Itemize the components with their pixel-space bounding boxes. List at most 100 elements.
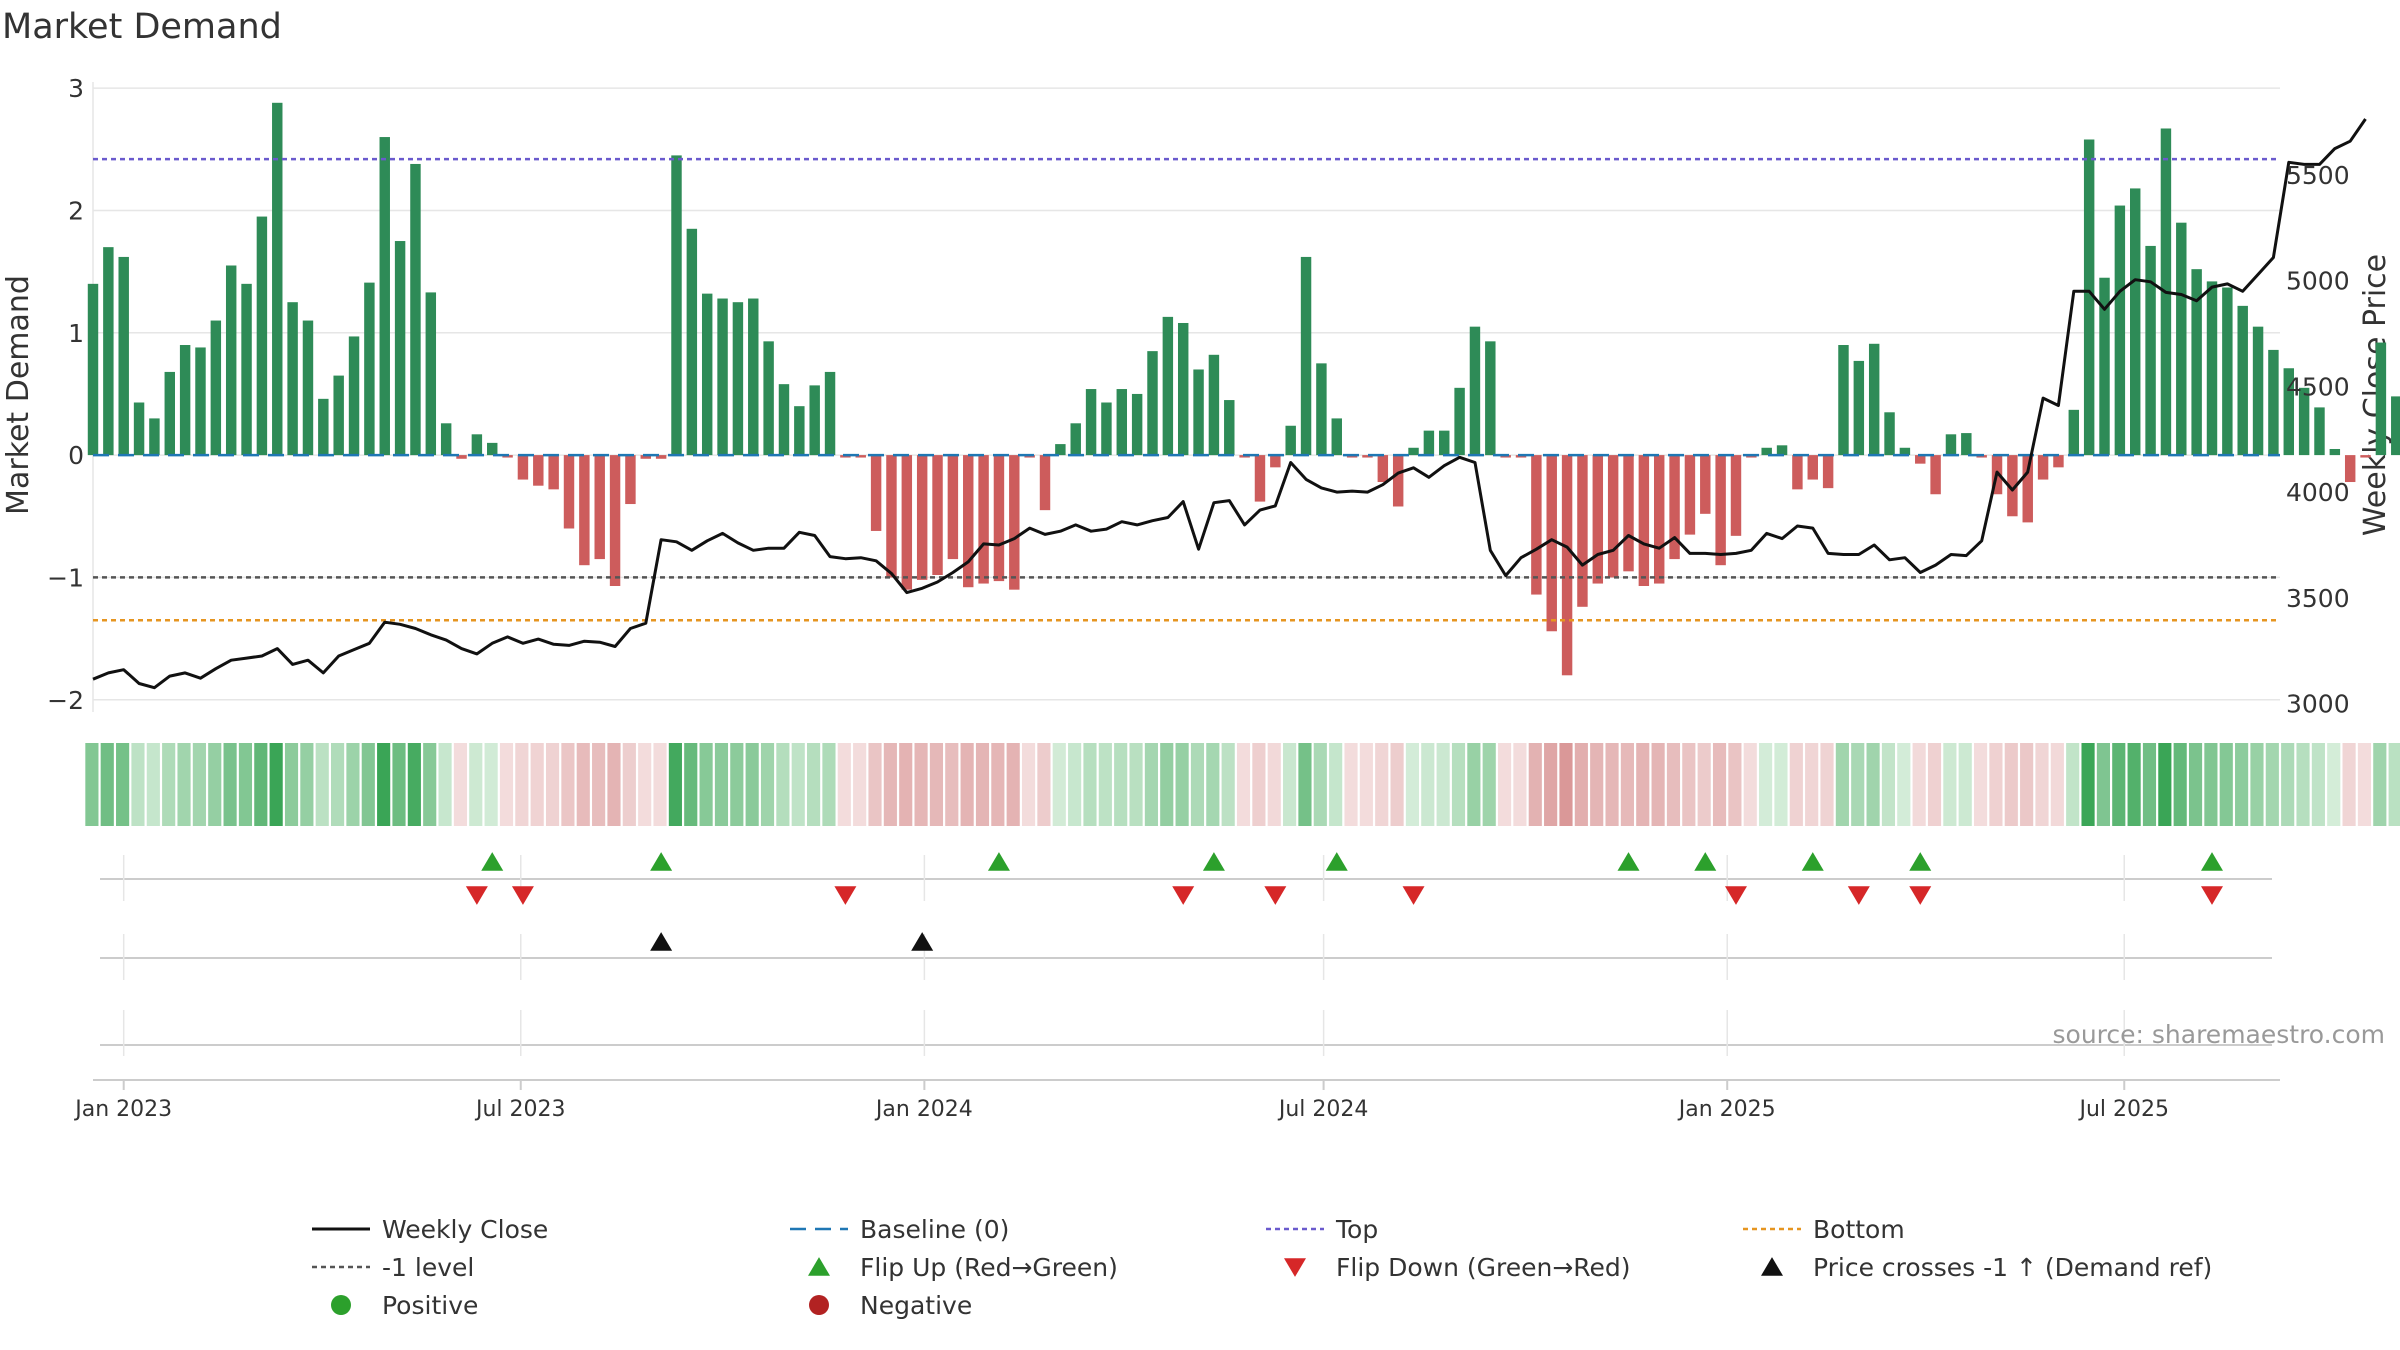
heat-cell — [346, 743, 360, 826]
demand-bar — [1776, 445, 1788, 456]
demand-bar — [1546, 455, 1557, 632]
demand-bar — [2391, 396, 2400, 456]
heat-cell — [1605, 743, 1619, 826]
heat-cell — [607, 743, 621, 826]
demand-bar — [548, 455, 559, 490]
demand-bar — [1362, 455, 1373, 458]
demand-bar — [210, 320, 222, 456]
demand-bar — [2314, 407, 2325, 456]
y2-tick-label: 5500 — [2286, 161, 2350, 190]
demand-bar — [333, 375, 344, 456]
heat-cell — [2112, 743, 2126, 826]
heat-cell — [2357, 743, 2372, 826]
heat-cell — [899, 743, 913, 826]
demand-bar — [287, 302, 298, 456]
flip-up-marker — [1909, 852, 1932, 871]
demand-bar — [1208, 354, 1220, 456]
demand-bar — [1592, 455, 1604, 584]
heat-cell — [1037, 743, 1051, 826]
heat-cell — [807, 743, 821, 826]
y-tick-label: −2 — [47, 686, 84, 715]
x-tick-label: Jan 2024 — [874, 1097, 973, 1122]
legend-label: Negative — [860, 1291, 972, 1320]
heat-cell — [100, 743, 114, 826]
heat-cell — [776, 743, 790, 826]
demand-bar — [778, 384, 790, 456]
legend-swatch — [331, 1295, 351, 1315]
demand-bar — [2237, 305, 2248, 456]
demand-bar — [2298, 387, 2310, 456]
heat-cell — [116, 743, 130, 826]
chart-title: Market Demand — [2, 7, 282, 47]
demand-bar — [1439, 430, 1450, 456]
heat-cell — [2142, 743, 2157, 826]
demand-bar — [625, 455, 636, 505]
heat-cell — [1544, 743, 1558, 826]
demand-bar — [2344, 455, 2356, 483]
heat-cell — [791, 743, 805, 826]
demand-bar — [2360, 455, 2371, 458]
demand-bar — [1316, 363, 1327, 456]
heat-cell — [929, 743, 944, 826]
flip-up-marker — [1694, 852, 1717, 871]
demand-bar — [609, 455, 621, 586]
heat-cell — [1866, 743, 1880, 826]
x-tick-label: Jan 2025 — [1677, 1097, 1776, 1122]
demand-bar — [2176, 222, 2187, 456]
heat-cell — [2311, 743, 2325, 826]
heat-cell — [622, 743, 636, 826]
demand-bar — [1961, 433, 1972, 456]
heat-cell — [1298, 743, 1312, 826]
heat-cell — [1682, 743, 1696, 826]
demand-bar — [1300, 256, 1312, 456]
demand-bar — [978, 455, 989, 584]
demand-bar — [2007, 455, 2018, 517]
demand-bar — [225, 265, 237, 456]
heat-cell — [361, 743, 375, 826]
demand-bar — [1085, 389, 1097, 456]
heat-cell — [1313, 743, 1327, 826]
demand-bar — [1177, 322, 1189, 456]
heat-cell — [377, 743, 391, 826]
heat-cell — [1636, 743, 1650, 826]
heat-cell — [1497, 743, 1512, 826]
demand-bar — [1131, 393, 1143, 456]
heat-cell — [1835, 743, 1849, 826]
heat-cell — [822, 743, 836, 826]
demand-bar — [379, 137, 390, 456]
demand-bar — [1408, 447, 1419, 456]
heat-cell — [223, 743, 237, 826]
heat-cell — [1482, 743, 1496, 826]
heat-cell — [853, 743, 867, 826]
y2-axis-ticks: 5500 5000 4500 4000 3500 3000 — [2286, 161, 2350, 719]
demand-bar — [2283, 368, 2294, 456]
heat-cell — [1252, 743, 1266, 826]
heat-cell — [1451, 743, 1466, 826]
heat-cell — [1329, 743, 1343, 826]
heat-cell — [2050, 743, 2064, 826]
heat-cell — [1114, 743, 1128, 826]
demand-bar — [1270, 455, 1281, 468]
legend-label: Flip Down (Green→Red) — [1336, 1253, 1631, 1282]
demand-bar — [1653, 455, 1665, 584]
demand-bar — [2268, 349, 2279, 456]
demand-bar — [2099, 277, 2110, 456]
demand-bar — [272, 102, 283, 456]
x-tick-label: Jul 2025 — [2077, 1097, 2169, 1122]
demand-bar — [394, 241, 406, 456]
heat-cell — [945, 743, 959, 826]
heat-cell — [592, 743, 606, 826]
demand-bar — [1638, 455, 1650, 586]
demand-bar — [2053, 455, 2064, 468]
heat-cell — [1236, 743, 1251, 826]
demand-bar — [671, 155, 682, 456]
legend-label: Bottom — [1813, 1215, 1905, 1244]
heat-cell — [208, 743, 222, 826]
heat-cell — [1021, 743, 1036, 826]
demand-bar — [2252, 326, 2264, 456]
heat-cell — [2219, 743, 2233, 826]
demand-bar — [133, 402, 145, 456]
y2-tick-label: 4000 — [2286, 478, 2350, 507]
heat-cell — [423, 743, 437, 826]
demand-bar — [1116, 389, 1128, 456]
